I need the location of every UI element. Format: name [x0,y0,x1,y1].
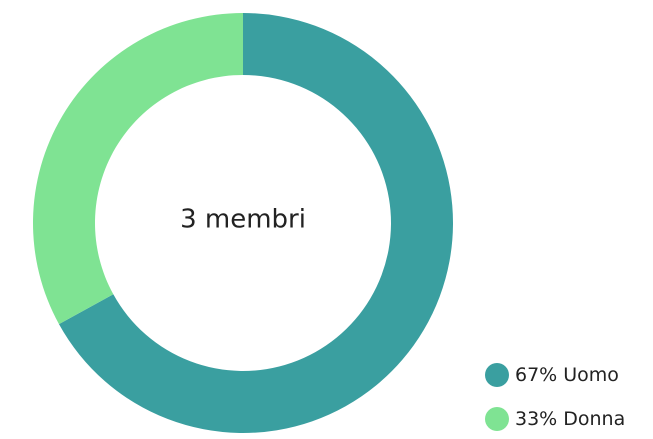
donut-slice [33,13,244,325]
legend-category: Uomo [563,364,619,386]
legend-swatch [485,363,509,387]
center-text: 3 membri [180,205,306,235]
legend-value: 33% [515,408,557,430]
legend-swatch [485,407,509,431]
legend-label: 33% Donna [515,408,625,430]
legend-value: 67% [515,364,557,386]
legend-label: 67% Uomo [515,364,619,386]
donut-slice [58,13,454,433]
legend-category: Donna [563,408,625,430]
